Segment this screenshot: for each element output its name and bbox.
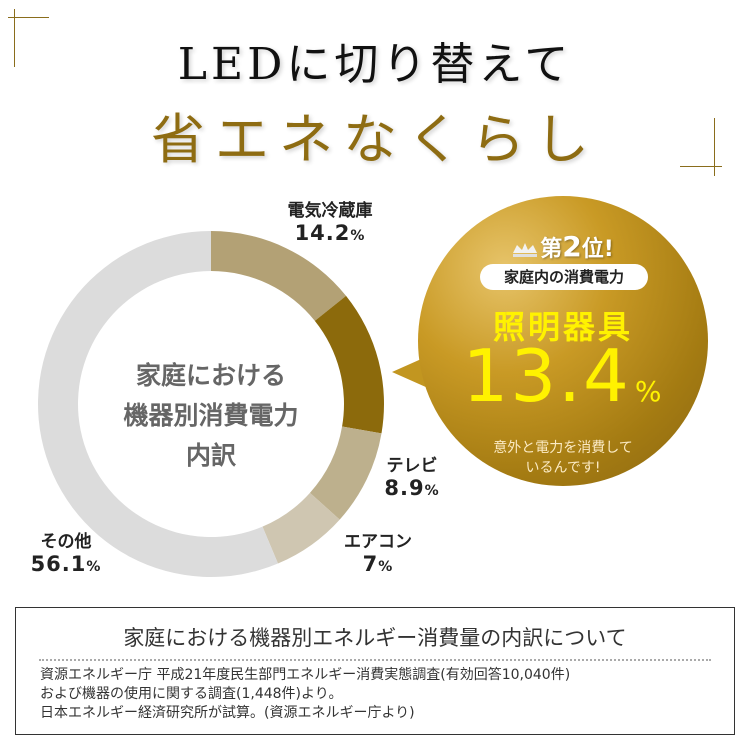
source-note-title: 家庭における機器別エネルギー消費量の内訳について bbox=[123, 626, 627, 650]
slice-label-name: エアコン bbox=[344, 532, 412, 552]
donut-slice-1 bbox=[314, 295, 384, 434]
slice-label-unit: % bbox=[350, 228, 366, 244]
callout-note-line1: 意外と電力を消費して bbox=[493, 440, 633, 456]
source-note-body: 資源エネルギー庁 平成21年度民生部門エネルギー消費実態調査(有効回答10,04… bbox=[40, 666, 570, 723]
rank-prefix: 第 bbox=[540, 237, 563, 262]
slice-label-value: 8.9 bbox=[384, 476, 425, 500]
donut-slice-2 bbox=[309, 426, 382, 520]
source-note-box: 家庭における機器別エネルギー消費量の内訳について 資源エネルギー庁 平成21年度… bbox=[15, 607, 735, 735]
donut-slice-4 bbox=[37, 231, 278, 577]
rank-number: 2 bbox=[562, 230, 582, 263]
slice-label-unit: % bbox=[378, 559, 394, 575]
slice-label-unit: % bbox=[86, 559, 102, 575]
donut-center-label: 家庭における 機器別消費電力 内訳 bbox=[96, 356, 326, 476]
callout-item-name: 照明器具 bbox=[492, 308, 633, 346]
callout-value: 13.4 bbox=[462, 334, 631, 418]
callout-note-line2: いるんです! bbox=[525, 460, 601, 476]
slice-label-unit: % bbox=[424, 483, 440, 499]
callout-percentage: 13.4% bbox=[418, 334, 708, 418]
slice-label-tv: テレビ 8.9% bbox=[372, 455, 452, 502]
headline-line1: LEDに切り替えて bbox=[177, 39, 573, 90]
slice-label-value: 7 bbox=[362, 552, 379, 576]
center-label-line2: 機器別消費電力 bbox=[123, 401, 299, 430]
source-note-line: 資源エネルギー庁 平成21年度民生部門エネルギー消費実態調査(有効回答10,04… bbox=[40, 667, 571, 683]
rank-suffix: 位! bbox=[581, 237, 614, 262]
donut-slice-3 bbox=[262, 492, 340, 564]
slice-label-value: 56.1 bbox=[30, 552, 87, 576]
center-label-line1: 家庭における bbox=[135, 361, 286, 390]
source-note-line: および機器の使用に関する調査(1,448件)より。 bbox=[40, 686, 343, 702]
callout-note: 意外と電力を消費して いるんです! bbox=[418, 438, 708, 478]
category-pill: 家庭内の消費電力 bbox=[480, 264, 648, 290]
rank-heading: 第2位! bbox=[418, 230, 708, 263]
slice-label-other: その他 56.1% bbox=[26, 531, 106, 578]
callout-bubble: 第2位! 家庭内の消費電力 照明器具 13.4% 意外と電力を消費して いるんで… bbox=[418, 196, 708, 486]
slice-label-refrigerator: 電気冷蔵庫 14.2% bbox=[270, 200, 390, 247]
center-label-line3: 内訳 bbox=[185, 441, 236, 470]
crown-icon bbox=[513, 243, 538, 257]
corner-line-right-vertical bbox=[714, 118, 715, 176]
slice-label-name: 電気冷蔵庫 bbox=[287, 201, 373, 221]
corner-line-right-horizontal bbox=[680, 166, 722, 167]
slice-label-value: 14.2 bbox=[294, 221, 351, 245]
donut-slice-0 bbox=[211, 231, 347, 321]
callout-unit: % bbox=[634, 375, 664, 408]
slice-label-name: テレビ bbox=[386, 456, 438, 476]
corner-line-top-left-vertical bbox=[14, 9, 15, 67]
source-note-line: 日本エネルギー経済研究所が試算。(資源エネルギー庁より) bbox=[40, 705, 415, 721]
slice-label-aircon: エアコン 7% bbox=[318, 531, 438, 578]
corner-line-top-left-horizontal bbox=[8, 17, 49, 18]
slice-label-name: その他 bbox=[40, 532, 92, 552]
source-note-divider bbox=[39, 659, 711, 661]
headline-line2: 省エネなくらし bbox=[151, 108, 599, 171]
